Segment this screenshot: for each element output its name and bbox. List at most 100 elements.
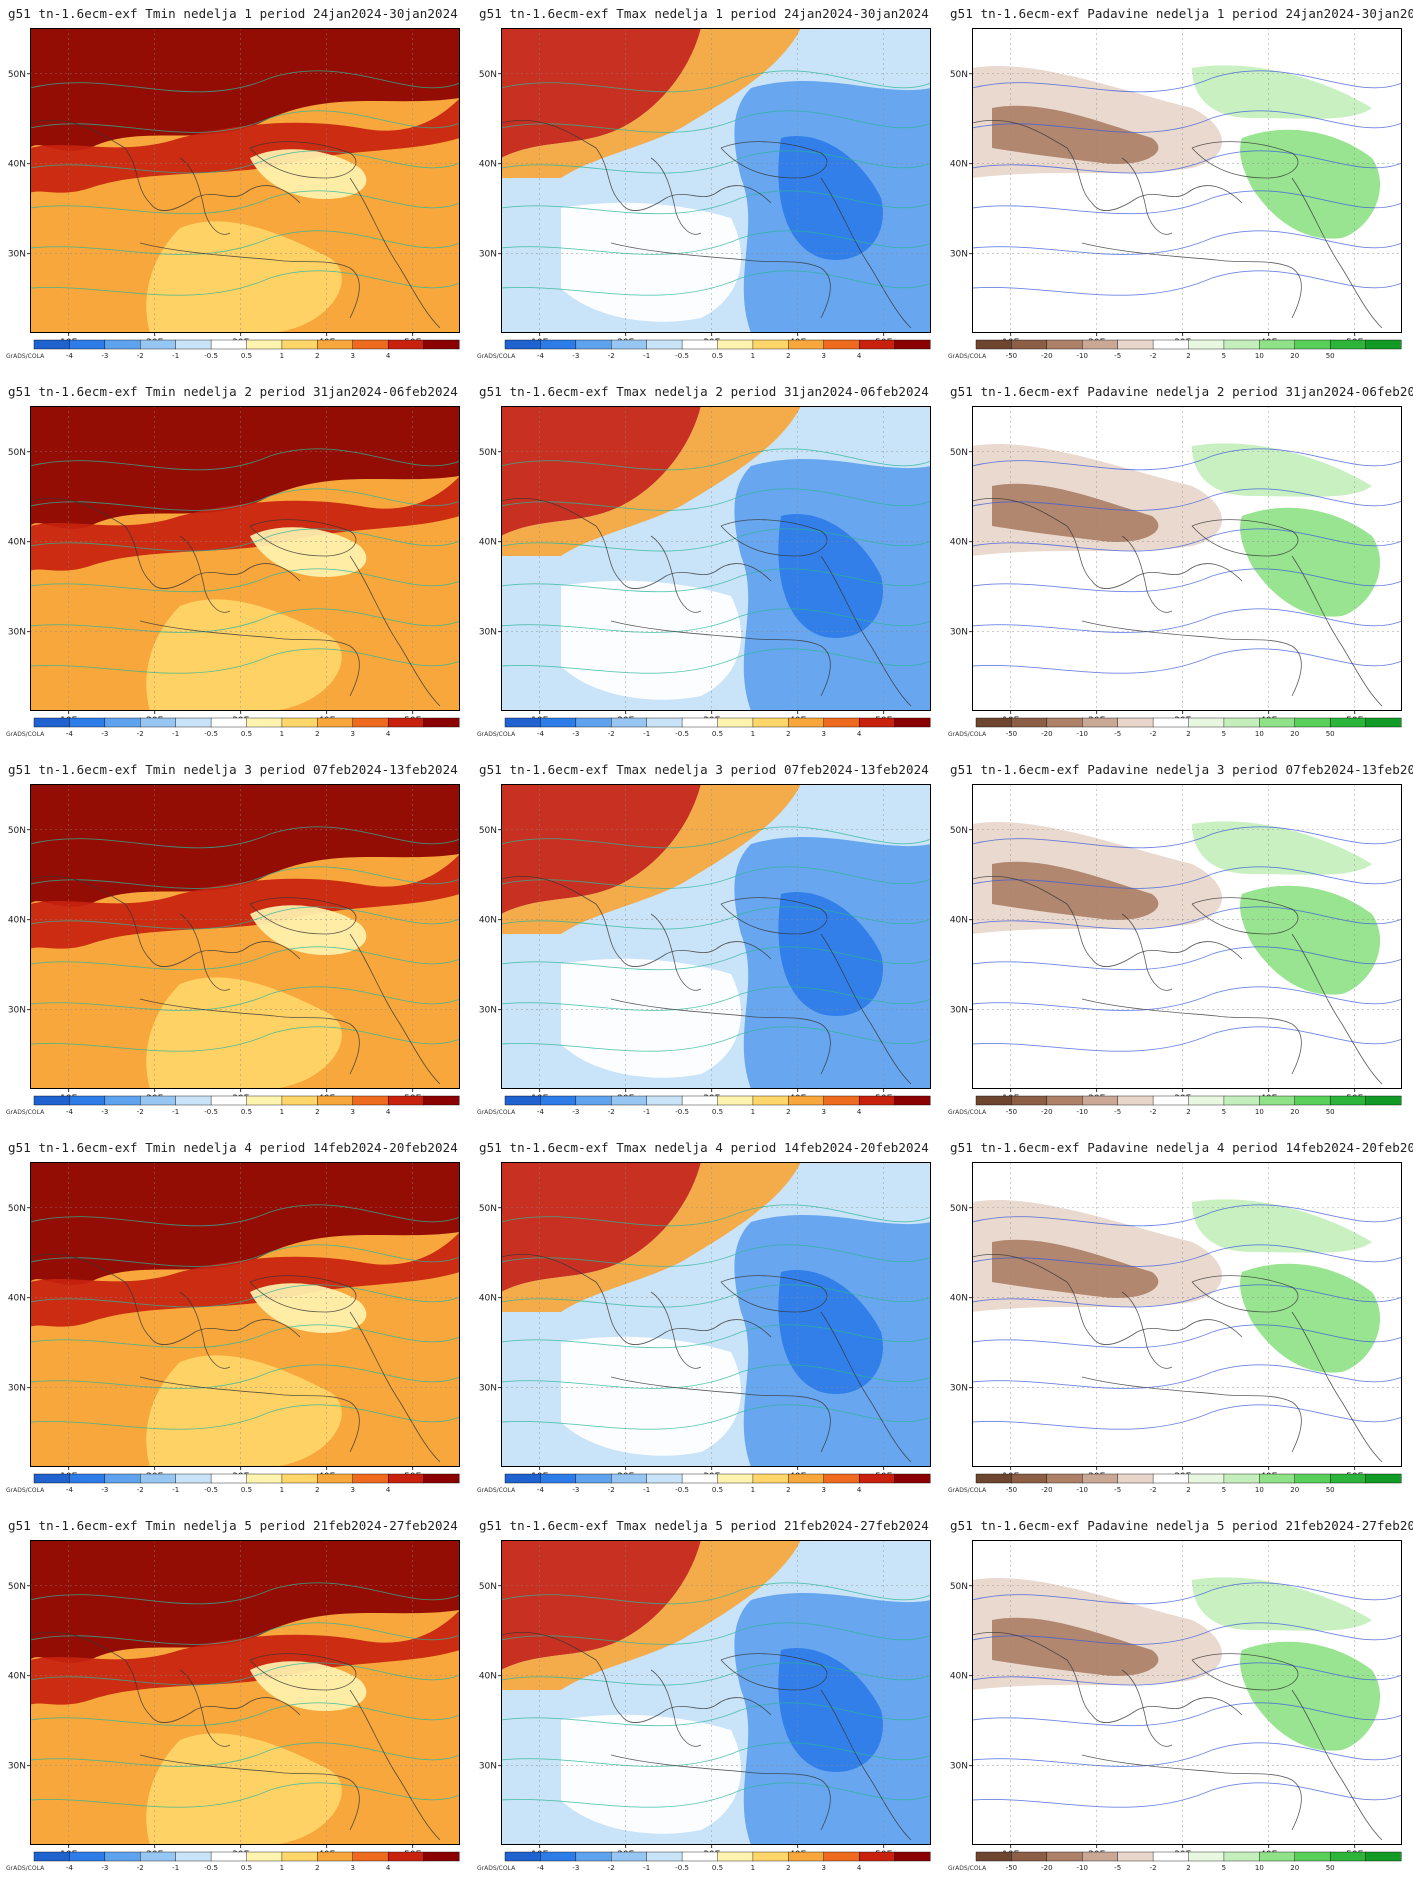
field-region [30, 1540, 460, 1663]
colorbar-label: -0.5 [675, 730, 689, 738]
colorbar-swatch [681, 717, 718, 728]
colorbar-label: -4 [537, 730, 545, 738]
panel-title: g51 tn-1.6ecm-exf Padavine nedelja 1 per… [950, 6, 1413, 21]
colorbar-label: -1 [643, 1486, 650, 1494]
colorbar-swatch [281, 717, 318, 728]
coastline [1121, 913, 1173, 991]
contour-line [30, 1622, 460, 1645]
contour-line [501, 826, 931, 849]
colorbar-label: -5 [1114, 1108, 1121, 1116]
colorbar-label: -2 [608, 730, 615, 738]
coastline [1121, 1291, 1173, 1369]
colorbar-swatch [352, 1851, 389, 1862]
coastline [650, 913, 702, 991]
colorbar-swatch [423, 339, 460, 350]
colorbar-label: -20 [1041, 1108, 1052, 1116]
colorbar-swatch [104, 1473, 141, 1484]
colorbar-swatch [575, 717, 612, 728]
colorbar-label: -0.5 [204, 730, 218, 738]
colorbar-swatch [1188, 1851, 1225, 1862]
panel-tmax-week-1: g51 tn-1.6ecm-exf Tmax nedelja 1 period … [471, 0, 941, 378]
colorbar-label: 50 [1326, 352, 1335, 360]
contour-line [972, 568, 1402, 593]
colorbar-swatch [894, 1851, 931, 1862]
coastline [972, 1631, 1243, 1724]
colorbar-swatch [1365, 1473, 1402, 1484]
panel-title: g51 tn-1.6ecm-exf Tmax nedelja 1 period … [479, 6, 929, 21]
colorbar-swatch [1082, 1095, 1119, 1106]
colorbar-label: 5 [1222, 352, 1226, 360]
map-frame [972, 1162, 1402, 1467]
y-tick-label: 50N [8, 1204, 26, 1214]
colorbar-label: 3 [822, 1108, 826, 1116]
contour-line [30, 1742, 460, 1767]
contour-line [972, 866, 1402, 889]
colorbar-label: 0.5 [241, 1486, 252, 1494]
coastline [349, 555, 441, 707]
colorbar-label: 2 [786, 352, 790, 360]
colorbar-label: 1 [280, 730, 284, 738]
coastline [1191, 897, 1299, 935]
contour-line [501, 1244, 931, 1267]
colorbar-swatch [1329, 1851, 1367, 1862]
map-prec: 10E20E30E40E50E50N40N30N [950, 406, 1402, 726]
colorbar-label: 5 [1222, 1108, 1226, 1116]
coastline [501, 875, 772, 968]
map-frame [501, 784, 931, 1089]
contour-line [501, 1404, 931, 1430]
colorbar: -4 -3 -2 -1 -0.5 0.5 1 2 3 4 GrADS/COLA [0, 1472, 470, 1502]
colorbar-swatch [646, 1095, 683, 1106]
colorbar-swatch [246, 1095, 283, 1106]
coastline [249, 1275, 357, 1313]
colorbar-label: 1 [751, 352, 755, 360]
y-tick-label: 30N [950, 1384, 968, 1394]
field-region [778, 514, 883, 638]
field-region [778, 136, 883, 260]
colorbar-swatch [317, 339, 354, 350]
coastline [1291, 555, 1383, 707]
colorbar-swatch [611, 1095, 648, 1106]
colorbar-swatch [175, 339, 212, 350]
contour-line [30, 1324, 460, 1349]
panel-title: g51 tn-1.6ecm-exf Tmin nedelja 4 period … [8, 1140, 458, 1155]
contour-line [501, 488, 931, 511]
coastline [610, 998, 831, 1075]
contour-line [30, 1026, 460, 1052]
coastline [1291, 1689, 1383, 1841]
contour-line [972, 1324, 1402, 1349]
coastline [1191, 141, 1299, 179]
y-tick-label: 30N [479, 1762, 497, 1772]
colorbar-swatch [681, 1851, 718, 1862]
colorbar-swatch [1259, 1851, 1296, 1862]
colorbar-swatch [1188, 339, 1225, 350]
coastline [1291, 177, 1383, 329]
contour-line [501, 110, 931, 133]
contour-line [30, 1204, 460, 1227]
contour-line [501, 448, 931, 471]
y-tick-label: 30N [950, 1762, 968, 1772]
colorbar-swatch [1188, 1473, 1225, 1484]
colorbar-label: -1 [643, 1108, 650, 1116]
colorbar-swatch [1082, 717, 1119, 728]
coastline [1081, 242, 1302, 319]
coastline [650, 157, 702, 235]
contour-line [972, 110, 1402, 133]
colorbar-label: -1 [172, 1864, 179, 1872]
field-region [561, 580, 741, 700]
contour-line [972, 1702, 1402, 1727]
grads-credit: GrADS/COLA [6, 1865, 45, 1872]
y-tick-label: 30N [8, 1762, 26, 1772]
colorbar-label: 3 [822, 1864, 826, 1872]
coastline [1191, 1653, 1299, 1691]
colorbar-swatch [1046, 1851, 1083, 1862]
coastline [650, 535, 702, 613]
field-region [778, 1270, 883, 1394]
colorbar-label: 10 [1255, 730, 1264, 738]
field-region [561, 202, 741, 322]
colorbar-label: -50 [1006, 1864, 1017, 1872]
coastline [1121, 1669, 1173, 1747]
map-prec: 10E20E30E40E50E50N40N30N [950, 28, 1402, 348]
colorbar-swatch [1259, 1095, 1296, 1106]
colorbar-swatch [823, 1473, 860, 1484]
colorbar-swatch [752, 1473, 789, 1484]
